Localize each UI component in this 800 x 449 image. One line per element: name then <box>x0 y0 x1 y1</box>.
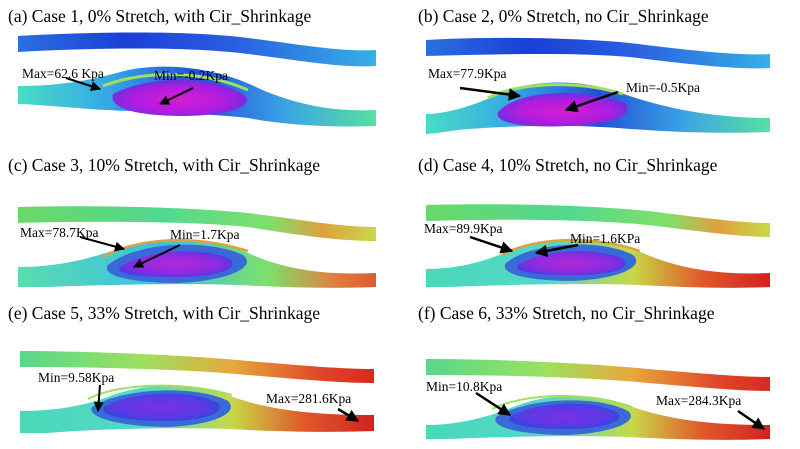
min-label: Min=1.7Kpa <box>170 227 239 242</box>
cap-edge <box>102 73 249 92</box>
upper-wall <box>426 204 770 237</box>
min-label: Min=-0.5Kpa <box>626 80 700 95</box>
lipid-core <box>112 79 247 116</box>
panel-title: (b) Case 2, 0% Stretch, no Cir_Shrinkage <box>418 6 709 26</box>
panel-c: (c) Case 3, 10% Stretch, with Cir_Shrink… <box>8 155 398 300</box>
max-arrow <box>65 77 101 91</box>
upper-wall <box>18 32 376 67</box>
upper-wall <box>426 359 770 391</box>
lipid-core <box>509 403 620 429</box>
panel-e: (e) Case 5, 33% Stretch, with Cir_Shrink… <box>8 303 398 448</box>
panel-title: (f) Case 6, 33% Stretch, no Cir_Shrinkag… <box>418 303 715 323</box>
upper-wall <box>20 351 374 383</box>
max-label: Max=62.6 Kpa <box>22 66 104 81</box>
cap-edge <box>501 238 641 257</box>
panel-b: (b) Case 2, 0% Stretch, no Cir_Shrinkage… <box>418 6 800 151</box>
max-label: Max=78.7Kpa <box>20 225 98 240</box>
stress-plot-d: Max=89.9Kpa Min=1.6KPa <box>424 204 770 288</box>
upper-wall <box>18 206 376 241</box>
max-arrow <box>469 235 514 254</box>
max-label: Max=281.6Kpa <box>266 391 351 406</box>
panel-title: (a) Case 1, 0% Stretch, with Cir_Shrinka… <box>8 6 312 26</box>
stress-plot-b: Max=77.9Kpa Min=-0.5Kpa <box>426 37 770 134</box>
stress-plot-c: Max=78.7Kpa Min=1.7Kpa <box>18 206 376 288</box>
min-label: Min=10.8Kpa <box>426 379 502 394</box>
stress-plot-e: Min=9.58Kpa Max=281.6Kpa <box>20 351 374 433</box>
min-label: Min=9.58Kpa <box>38 370 114 385</box>
lipid-core <box>119 251 233 277</box>
stress-plot-f: Min=10.8Kpa Max=284.3Kpa <box>426 359 770 440</box>
max-label: Max=284.3Kpa <box>656 393 741 408</box>
lipid-core <box>103 393 220 421</box>
min-arrow <box>475 391 512 417</box>
min-arrow <box>93 384 104 412</box>
min-arrow <box>159 87 194 105</box>
panel-title: (c) Case 3, 10% Stretch, with Cir_Shrink… <box>8 155 321 175</box>
lipid-core <box>497 93 628 127</box>
min-label: Min=1.6KPa <box>570 231 640 246</box>
max-arrow <box>737 409 766 431</box>
max-arrow <box>459 86 522 101</box>
panel-d: (d) Case 4, 10% Stretch, no Cir_Shrinkag… <box>418 155 800 300</box>
max-label: Max=89.9Kpa <box>424 221 502 236</box>
min-arrow <box>564 90 619 113</box>
panel-a: (a) Case 1, 0% Stretch, with Cir_Shrinka… <box>8 6 398 151</box>
min-arrow <box>133 244 181 268</box>
min-arrow <box>534 243 579 258</box>
panel-title: (e) Case 5, 33% Stretch, with Cir_Shrink… <box>8 303 321 323</box>
max-arrow <box>337 407 360 423</box>
panel-title: (d) Case 4, 10% Stretch, no Cir_Shrinkag… <box>418 155 718 175</box>
min-label: Min=-0.2Kpa <box>154 68 228 83</box>
stress-plot-a: Max=62.6 Kpa Min=-0.2Kpa <box>18 32 376 127</box>
panel-f: (f) Case 6, 33% Stretch, no Cir_Shrinkag… <box>418 303 800 448</box>
max-label: Max=77.9Kpa <box>428 66 506 81</box>
max-arrow <box>79 236 125 252</box>
lipid-core <box>517 251 626 275</box>
upper-wall <box>426 37 770 69</box>
